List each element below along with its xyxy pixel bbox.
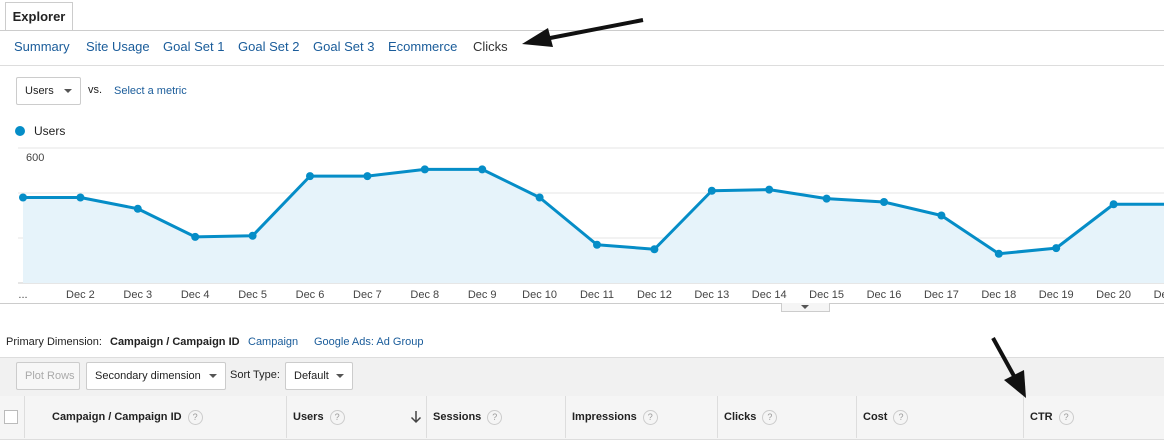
point bbox=[1052, 244, 1061, 253]
point bbox=[650, 245, 659, 254]
x-tick-label: Dec 9 bbox=[468, 289, 497, 301]
sub-tab[interactable]: Goal Set 2 bbox=[238, 39, 300, 54]
x-tick-label: Dec 8 bbox=[410, 289, 439, 301]
sort-type-label: Sort Type: bbox=[230, 369, 280, 381]
point bbox=[420, 165, 429, 174]
sub-tab[interactable]: Summary bbox=[14, 39, 70, 54]
x-tick-label: Dec 20 bbox=[1096, 289, 1131, 301]
sub-tab[interactable]: Site Usage bbox=[86, 39, 150, 54]
help-icon: ? bbox=[1058, 409, 1074, 425]
sort-dropdown[interactable]: Default bbox=[285, 362, 353, 390]
x-tick-label: Dec 15 bbox=[809, 289, 844, 301]
x-tick-label: ... bbox=[18, 289, 27, 301]
column-title: Impressions bbox=[572, 411, 637, 423]
column-header[interactable]: Clicks? bbox=[717, 396, 856, 438]
chart-bottom bbox=[0, 303, 1164, 304]
sort-arrow bbox=[410, 411, 422, 424]
column-header[interactable]: Campaign / Campaign ID? bbox=[24, 396, 286, 438]
x-tick-label: Dec 5 bbox=[238, 289, 267, 301]
point bbox=[707, 186, 716, 195]
point bbox=[133, 204, 142, 213]
point bbox=[478, 165, 487, 174]
sub-tab[interactable]: Ecommerce bbox=[388, 39, 458, 54]
x-tick-label: Dec 13 bbox=[694, 289, 729, 301]
y-tick-label: 600 bbox=[26, 152, 44, 164]
help-icon: ? bbox=[329, 409, 345, 425]
sub-tab[interactable]: Clicks bbox=[473, 39, 508, 54]
column-title: Users bbox=[293, 411, 324, 423]
tab-divider bbox=[0, 30, 1164, 31]
x-tick-label: Dec 11 bbox=[580, 289, 614, 301]
vs-label: vs. bbox=[88, 84, 103, 96]
x-tick-label: Dec 19 bbox=[1039, 289, 1074, 301]
x-tick-label: Dec 4 bbox=[181, 289, 210, 301]
point bbox=[765, 185, 774, 194]
point bbox=[880, 198, 888, 206]
point bbox=[306, 172, 314, 181]
x-tick-label: Dec 12 bbox=[637, 289, 672, 301]
dimension-option[interactable]: Google Ads: Ad Group bbox=[314, 336, 424, 348]
point bbox=[248, 231, 257, 240]
dimension-option[interactable]: Campaign bbox=[248, 336, 299, 348]
help-icon: ? bbox=[642, 409, 658, 425]
sub-tab[interactable]: Goal Set 1 bbox=[163, 39, 225, 54]
point bbox=[1109, 200, 1118, 209]
column-header[interactable]: CTR? bbox=[1023, 396, 1164, 438]
x-tick-label: Dec 7 bbox=[353, 289, 382, 301]
point bbox=[76, 193, 85, 202]
plot-rows-button[interactable]: Plot Rows bbox=[16, 362, 80, 390]
x-tick-label: Dec 6 bbox=[296, 289, 325, 301]
select-metric-link[interactable]: Select a metric bbox=[114, 85, 187, 97]
point bbox=[593, 240, 601, 249]
x-tick-label: Dec 21 bbox=[1154, 289, 1164, 301]
help-icon: ? bbox=[487, 409, 503, 425]
divider bbox=[0, 65, 1164, 66]
point bbox=[937, 211, 946, 220]
metric-dropdown[interactable]: Users bbox=[16, 77, 81, 105]
x-tick-label: Dec 16 bbox=[867, 289, 902, 301]
sub-tab[interactable]: Goal Set 3 bbox=[313, 39, 375, 54]
legend-label: Users bbox=[34, 124, 66, 138]
point bbox=[19, 193, 27, 202]
x-tick-label: Dec 3 bbox=[123, 289, 152, 301]
help-icon: ? bbox=[893, 409, 909, 425]
select-all-checkbox[interactable] bbox=[4, 410, 18, 424]
column-header[interactable]: Sessions? bbox=[426, 396, 565, 438]
metric-label: Users bbox=[25, 85, 54, 97]
column-title: Clicks bbox=[724, 411, 757, 423]
collapse-handle[interactable] bbox=[781, 303, 830, 312]
help-icon: ? bbox=[762, 409, 778, 425]
x-tick-label: Dec 10 bbox=[522, 289, 557, 301]
column-title: Campaign / Campaign ID bbox=[52, 411, 182, 423]
area bbox=[23, 169, 1164, 283]
x-tick-label: Dec 14 bbox=[752, 289, 787, 301]
x-tick-label: Dec 2 bbox=[66, 289, 95, 301]
primary-dimension-selected: Campaign / Campaign ID bbox=[110, 336, 240, 348]
point bbox=[822, 194, 831, 203]
point bbox=[994, 249, 1003, 258]
primary-dimension-label: Primary Dimension: bbox=[6, 336, 102, 348]
column-header[interactable]: Users? bbox=[286, 396, 426, 438]
column-title: CTR bbox=[1030, 411, 1053, 423]
point bbox=[191, 232, 200, 241]
point bbox=[363, 172, 372, 181]
legend-dot bbox=[15, 126, 25, 136]
column-title: Cost bbox=[863, 411, 888, 423]
column-title: Sessions bbox=[433, 411, 482, 423]
secondary-dimension-dropdown[interactable]: Secondary dimension bbox=[86, 362, 226, 390]
point bbox=[535, 193, 544, 202]
column-header[interactable]: Impressions? bbox=[565, 396, 717, 438]
explorer-tab[interactable]: Explorer bbox=[5, 2, 73, 31]
x-tick-label: Dec 17 bbox=[924, 289, 959, 301]
sort-label: Default bbox=[294, 370, 329, 382]
x-tick-label: Dec 18 bbox=[981, 289, 1016, 301]
secondary-label: Secondary dimension bbox=[95, 370, 201, 382]
help-icon: ? bbox=[187, 409, 203, 425]
column-header[interactable]: Cost? bbox=[856, 396, 1023, 438]
